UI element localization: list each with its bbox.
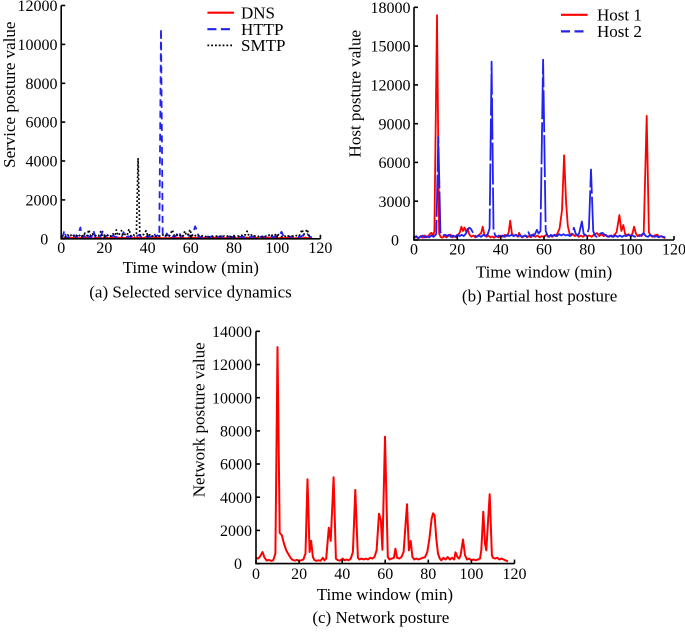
svg-text:2000: 2000 <box>26 193 58 210</box>
svg-text:(b) Partial host posture: (b) Partial host posture <box>462 286 617 305</box>
svg-text:14000: 14000 <box>212 324 252 341</box>
svg-text:Host 2: Host 2 <box>597 22 642 41</box>
svg-text:Time window (min): Time window (min) <box>123 258 259 277</box>
svg-text:12000: 12000 <box>18 0 58 15</box>
svg-text:6000: 6000 <box>26 115 58 132</box>
svg-text:120: 120 <box>662 242 685 259</box>
svg-text:0: 0 <box>57 240 65 257</box>
svg-text:60: 60 <box>536 242 552 259</box>
svg-text:20: 20 <box>291 566 307 583</box>
svg-text:20: 20 <box>449 242 465 259</box>
svg-text:HTTP: HTTP <box>241 20 284 39</box>
svg-text:0: 0 <box>40 231 48 248</box>
svg-text:Service posture value: Service posture value <box>0 22 19 168</box>
svg-text:80: 80 <box>579 242 595 259</box>
svg-text:10000: 10000 <box>212 390 252 407</box>
svg-text:SMTP: SMTP <box>241 36 285 55</box>
svg-text:40: 40 <box>493 242 509 259</box>
svg-text:2000: 2000 <box>220 523 252 540</box>
svg-text:0: 0 <box>234 556 242 573</box>
svg-text:0: 0 <box>391 233 399 250</box>
svg-text:80: 80 <box>420 566 436 583</box>
svg-text:40: 40 <box>334 566 350 583</box>
svg-text:Time window (min): Time window (min) <box>476 263 612 282</box>
svg-text:Host 1: Host 1 <box>597 6 642 25</box>
svg-text:6000: 6000 <box>379 155 411 172</box>
svg-text:120: 120 <box>308 240 332 257</box>
svg-text:8000: 8000 <box>220 424 252 441</box>
svg-text:100: 100 <box>619 242 643 259</box>
svg-text:40: 40 <box>140 240 156 257</box>
svg-text:Time window (min): Time window (min) <box>317 585 453 604</box>
svg-text:6000: 6000 <box>220 457 252 474</box>
svg-text:15000: 15000 <box>371 39 411 56</box>
svg-text:18000: 18000 <box>371 0 411 17</box>
svg-text:100: 100 <box>459 566 483 583</box>
svg-text:0: 0 <box>252 566 260 583</box>
svg-text:Network posture value: Network posture value <box>190 342 209 497</box>
svg-text:8000: 8000 <box>26 76 58 93</box>
svg-text:4000: 4000 <box>26 154 58 171</box>
svg-text:12000: 12000 <box>212 357 252 374</box>
svg-text:80: 80 <box>226 240 242 257</box>
svg-text:20: 20 <box>96 240 112 257</box>
svg-text:120: 120 <box>503 566 527 583</box>
svg-text:60: 60 <box>377 566 393 583</box>
svg-text:(a) Selected service dynamics: (a) Selected service dynamics <box>89 283 292 302</box>
svg-text:(c) Network posture: (c) Network posture <box>312 608 449 627</box>
svg-text:Host posture value: Host posture value <box>346 30 365 157</box>
svg-text:10000: 10000 <box>18 37 58 54</box>
svg-text:3000: 3000 <box>379 194 411 211</box>
svg-text:4000: 4000 <box>220 490 252 507</box>
svg-text:9000: 9000 <box>379 116 411 133</box>
svg-text:60: 60 <box>183 240 199 257</box>
svg-text:0: 0 <box>410 242 418 259</box>
svg-text:12000: 12000 <box>371 78 411 95</box>
svg-text:100: 100 <box>265 240 289 257</box>
svg-text:DNS: DNS <box>241 3 275 22</box>
